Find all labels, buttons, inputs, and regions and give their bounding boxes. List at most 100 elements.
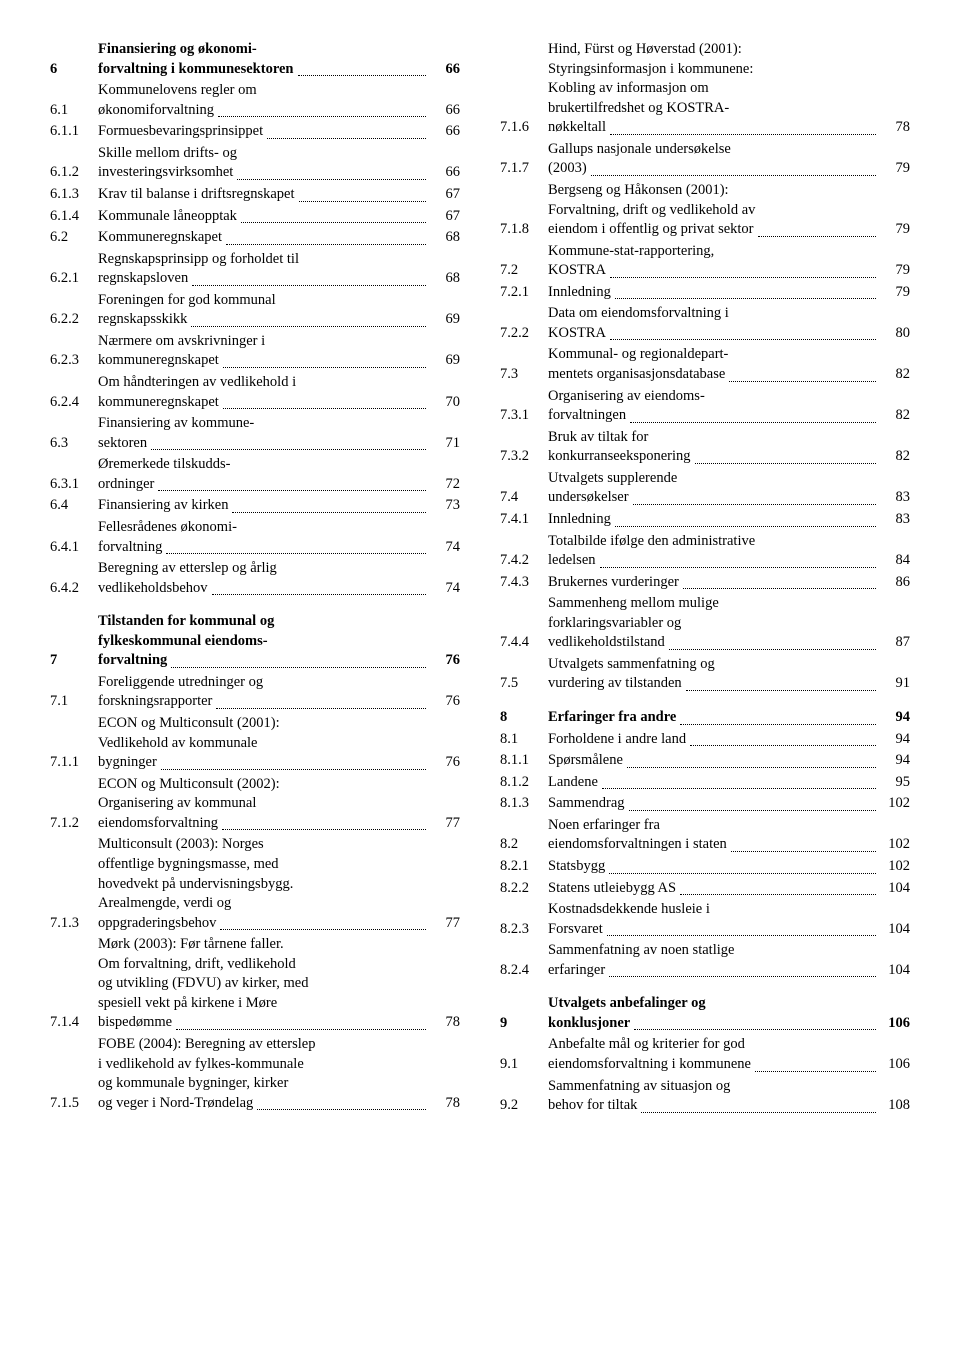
- toc-title: Gallups nasjonale undersøkelse(2003): [548, 140, 880, 179]
- toc-title: Beregning av etterslep og årligvedlikeho…: [98, 559, 430, 598]
- toc-number: 6.2.4: [50, 393, 98, 413]
- toc-number: 7.2.2: [500, 324, 548, 344]
- toc-number: 7.1.5: [50, 1094, 98, 1114]
- toc-row: 7.5Utvalgets sammenfatning ogvurdering a…: [500, 655, 910, 694]
- toc-page: 72: [430, 475, 460, 495]
- toc-title: Foreningen for god kommunalregnskapsskik…: [98, 291, 430, 330]
- toc-row: 7.1Foreliggende utredninger ogforsknings…: [50, 673, 460, 712]
- toc-title: Tilstanden for kommunal ogfylkeskommunal…: [98, 612, 430, 671]
- toc-title: Sammenheng mellom muligeforklaringsvaria…: [548, 594, 880, 653]
- toc-title: Statsbygg: [548, 857, 880, 877]
- toc-row: 6.4Finansiering av kirken73: [50, 496, 460, 516]
- toc-number: 7.1.2: [50, 814, 98, 834]
- toc-row: 8.2.3Kostnadsdekkende husleie iForsvaret…: [500, 900, 910, 939]
- toc-title: Formuesbevaringsprinsippet: [98, 122, 430, 142]
- toc-page: 69: [430, 351, 460, 371]
- toc-row: 9.2Sammenfatning av situasjon ogbehov fo…: [500, 1077, 910, 1116]
- toc-page: 67: [430, 207, 460, 227]
- toc-number: 6.1.3: [50, 185, 98, 205]
- toc-title: Finansiering og økonomi-forvaltning i ko…: [98, 40, 430, 79]
- toc-number: 6.1.1: [50, 122, 98, 142]
- toc-number: 7.1.7: [500, 159, 548, 179]
- toc-row: 7.1.2ECON og Multiconsult (2002):Organis…: [50, 775, 460, 834]
- toc-title: Anbefalte mål og kriterier for godeiendo…: [548, 1035, 880, 1074]
- toc-page: 82: [880, 447, 910, 467]
- toc-title: Multiconsult (2003): Norgesoffentlige by…: [98, 835, 430, 933]
- toc-number: 7.2: [500, 261, 548, 281]
- toc-title: FOBE (2004): Beregning av etterslepi ved…: [98, 1035, 430, 1113]
- toc-title: Mørk (2003): Før tårnene faller.Om forva…: [98, 935, 430, 1033]
- toc-title: Sammendrag: [548, 794, 880, 814]
- toc-number: 8.1.2: [500, 773, 548, 793]
- toc-title: Innledning: [548, 283, 880, 303]
- toc-title: Kostnadsdekkende husleie iForsvaret: [548, 900, 880, 939]
- toc-page: 79: [880, 261, 910, 281]
- toc-page: 79: [880, 220, 910, 240]
- toc-row: 7.2.1Innledning79: [500, 283, 910, 303]
- toc-page: 78: [430, 1094, 460, 1114]
- toc-title: Hind, Fürst og Høverstad (2001):Styrings…: [548, 40, 880, 138]
- toc-number: 8.2.1: [500, 857, 548, 877]
- toc-number: 8.2: [500, 835, 548, 855]
- toc-number: 7.3.2: [500, 447, 548, 467]
- toc-number: 8.1.3: [500, 794, 548, 814]
- toc-row: 6.2.4Om håndteringen av vedlikehold ikom…: [50, 373, 460, 412]
- toc-title: Kommunale låneopptak: [98, 207, 430, 227]
- toc-row: 8.1.2Landene95: [500, 773, 910, 793]
- toc-title: Om håndteringen av vedlikehold ikommuner…: [98, 373, 430, 412]
- toc-title: Bergseng og Håkonsen (2001):Forvaltning,…: [548, 181, 880, 240]
- toc-number: 7.2.1: [500, 283, 548, 303]
- toc-title: Krav til balanse i driftsregnskapet: [98, 185, 430, 205]
- toc-row: 6.4.1Fellesrådenes økonomi-forvaltning74: [50, 518, 460, 557]
- toc-number: 7.1.1: [50, 753, 98, 773]
- toc-page: 79: [880, 283, 910, 303]
- toc-title: Kommunal- og regionaldepart-mentets orga…: [548, 345, 880, 384]
- toc-page: 79: [880, 159, 910, 179]
- toc-row: 8.1.3Sammendrag102: [500, 794, 910, 814]
- toc-row: 7.1.3Multiconsult (2003): Norgesoffentli…: [50, 835, 460, 933]
- toc-page: 66: [430, 122, 460, 142]
- toc-number: 6.3.1: [50, 475, 98, 495]
- toc-page: 73: [430, 496, 460, 516]
- toc-row: 6.1.4Kommunale låneopptak67: [50, 207, 460, 227]
- toc-row: 7.4.4Sammenheng mellom muligeforklarings…: [500, 594, 910, 653]
- toc-row: 7.1.1ECON og Multiconsult (2001):Vedlike…: [50, 714, 460, 773]
- toc-row: 7.4.3Brukernes vurderinger86: [500, 573, 910, 593]
- toc-title: Statens utleiebygg AS: [548, 879, 880, 899]
- toc-title: Utvalgets anbefalinger ogkonklusjoner: [548, 994, 880, 1033]
- toc-number: 7.4.1: [500, 510, 548, 530]
- toc-page: 68: [430, 269, 460, 289]
- toc-page: 104: [880, 879, 910, 899]
- toc-row: 8Erfaringer fra andre94: [500, 708, 910, 728]
- toc-title: Regnskapsprinsipp og forholdet tilregnsk…: [98, 250, 430, 289]
- toc-columns: 6Finansiering og økonomi-forvaltning i k…: [50, 40, 910, 1118]
- toc-number: 7.5: [500, 674, 548, 694]
- toc-row: 8.2Noen erfaringer fraeiendomsforvaltnin…: [500, 816, 910, 855]
- toc-row: 7.4.1Innledning83: [500, 510, 910, 530]
- toc-page: 68: [430, 228, 460, 248]
- toc-title: Skille mellom drifts- oginvesteringsvirk…: [98, 144, 430, 183]
- toc-title: Sammenfatning av noen statligeerfaringer: [548, 941, 880, 980]
- toc-row: 7.4.2Totalbilde ifølge den administrativ…: [500, 532, 910, 571]
- toc-row: 7Tilstanden for kommunal ogfylkeskommuna…: [50, 612, 460, 671]
- toc-page: 108: [880, 1096, 910, 1116]
- toc-title: Noen erfaringer fraeiendomsforvaltningen…: [548, 816, 880, 855]
- toc-page: 66: [430, 163, 460, 183]
- toc-page: 87: [880, 633, 910, 653]
- toc-row: 8.2.2Statens utleiebygg AS104: [500, 879, 910, 899]
- toc-number: 6.4: [50, 496, 98, 516]
- toc-page: 78: [880, 118, 910, 138]
- toc-title: Foreliggende utredninger ogforskningsrap…: [98, 673, 430, 712]
- toc-page: 76: [430, 753, 460, 773]
- toc-page: 106: [880, 1055, 910, 1075]
- toc-number: 7.3.1: [500, 406, 548, 426]
- toc-title: Bruk av tiltak forkonkurranseeksponering: [548, 428, 880, 467]
- toc-number: 7: [50, 651, 98, 671]
- toc-page: 74: [430, 579, 460, 599]
- toc-page: 102: [880, 857, 910, 877]
- toc-number: 7.1.6: [500, 118, 548, 138]
- toc-number: 6.2.3: [50, 351, 98, 371]
- toc-number: 6.4.1: [50, 538, 98, 558]
- toc-title: Innledning: [548, 510, 880, 530]
- toc-page: 82: [880, 365, 910, 385]
